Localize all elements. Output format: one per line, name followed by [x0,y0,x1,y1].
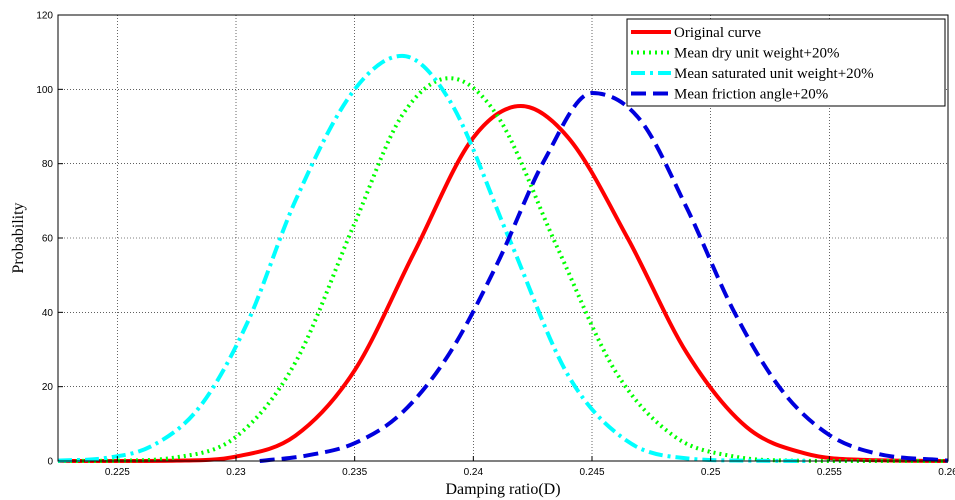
y-tick-label: 60 [42,234,54,245]
series-line-1 [58,104,949,463]
series-line-3 [57,53,806,463]
x-tick-label: 0.235 [342,467,367,478]
y-tick-label: 40 [42,308,54,319]
y-axis-label: Probability [10,202,27,273]
y-tick-label: 80 [42,159,54,170]
x-tick-label: 0.25 [701,467,721,478]
legend-label-3: Mean saturated unit weight+20% [674,66,874,82]
x-axis-label: Damping ratio(D) [445,481,560,498]
legend-label-2: Mean dry unit weight+20% [674,46,840,62]
axis-ticks: 0.225 0.23 0.235 0.24 0.245 0.25 0.255 0.26 0 20 4… [36,11,955,479]
series-line-4 [259,91,949,463]
x-tick-label: 0.24 [464,467,484,478]
legend-label-4: Mean friction angle+20% [674,87,828,103]
x-tick-label: 0.245 [579,467,604,478]
legend: Original curve Mean dry unit weight+20% Me… [626,18,946,107]
y-tick-label: 100 [36,85,53,96]
x-tick-label: 0.23 [226,467,246,478]
legend-box [626,18,946,107]
y-tick-label: 20 [42,382,54,393]
x-tick-label: 0.26 [938,467,955,478]
x-tick-label: 0.255 [817,467,842,478]
y-tick-label: 0 [47,457,53,468]
x-tick-label: 0.225 [105,467,130,478]
y-tick-label: 120 [36,11,53,22]
series-lines [57,53,949,464]
legend-label-1: Original curve [674,25,761,41]
